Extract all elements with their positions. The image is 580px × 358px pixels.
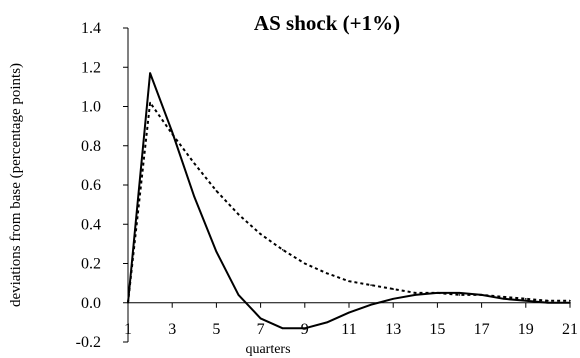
series-layer xyxy=(127,72,571,330)
x-tick-label: 11 xyxy=(341,321,356,338)
tick-labels: -0.20.00.20.40.60.81.01.21.41 3 5 7 9 11 13 15 1… xyxy=(76,20,578,351)
series-1-point xyxy=(171,131,173,133)
series-2-point xyxy=(326,272,328,275)
series-1-point xyxy=(414,294,417,296)
y-tick-label: 1.0 xyxy=(81,99,101,116)
chart-title: AS shock (+1%) xyxy=(254,11,400,35)
series-1-point xyxy=(326,321,328,324)
y-tick-label: -0.2 xyxy=(76,334,101,351)
series-2-point xyxy=(215,190,218,192)
y-tick-label: 0.4 xyxy=(81,216,101,233)
series-1-point xyxy=(547,301,549,304)
series-2-point xyxy=(237,213,240,216)
series-1-point xyxy=(281,327,284,330)
series-1-point xyxy=(304,327,306,330)
x-tick-label: 9 xyxy=(301,321,309,338)
series-2-point xyxy=(480,294,483,296)
series-1-point xyxy=(149,72,151,74)
series-2-point xyxy=(547,299,549,302)
y-tick-label: 0.6 xyxy=(81,177,101,194)
series-1-point xyxy=(370,303,372,306)
series-1-point xyxy=(569,301,571,304)
series-2-point xyxy=(259,233,262,235)
series-2-point xyxy=(370,284,372,286)
series-2-point xyxy=(525,298,527,300)
series-2-point xyxy=(281,248,284,251)
x-tick-label: 1 xyxy=(124,321,132,338)
y-tick-label: 0.2 xyxy=(81,256,101,273)
x-tick-label: 15 xyxy=(429,321,445,338)
series-2-point xyxy=(304,262,306,265)
axes xyxy=(123,27,571,343)
series-line-2 xyxy=(127,101,570,303)
y-axis-label: deviations from base (percentage points) xyxy=(8,63,24,307)
x-tick-label: 13 xyxy=(385,321,401,338)
y-axis-label-group: deviations from base (percentage points) xyxy=(8,63,24,307)
x-axis-label: quarters xyxy=(245,342,290,357)
series-2-point xyxy=(127,301,129,304)
series-2-point xyxy=(348,280,350,282)
series-2-point xyxy=(502,296,505,298)
series-1-point xyxy=(458,292,461,294)
y-tick-label: 1.2 xyxy=(81,59,101,76)
series-2-point xyxy=(392,288,395,290)
y-tick-label: 1.4 xyxy=(81,20,101,37)
series-2-point xyxy=(458,294,461,296)
y-tick-label: 0.8 xyxy=(81,138,101,155)
x-tick-label: 17 xyxy=(474,321,490,338)
series-1-point xyxy=(525,299,527,302)
series-1-point xyxy=(259,317,262,320)
series-1-point xyxy=(392,298,395,300)
x-tick-label: 21 xyxy=(562,321,578,338)
x-tick-label: 7 xyxy=(257,321,265,338)
series-1-point xyxy=(502,298,505,300)
series-2-point xyxy=(149,101,151,104)
series-2-point xyxy=(436,292,439,294)
series-1-point xyxy=(237,294,240,296)
x-tick-label: 5 xyxy=(212,321,220,338)
series-1-point xyxy=(348,311,350,314)
series-line-1 xyxy=(127,72,570,330)
series-2-point xyxy=(569,299,571,302)
series-1-point xyxy=(193,195,196,198)
x-tick-label: 19 xyxy=(518,321,534,338)
series-2-point xyxy=(193,162,196,165)
series-1-point xyxy=(215,250,218,253)
series-2-point xyxy=(171,133,173,135)
series-2-point xyxy=(414,292,417,294)
y-tick-label: 0.0 xyxy=(81,295,101,312)
x-tick-label: 3 xyxy=(168,321,176,338)
